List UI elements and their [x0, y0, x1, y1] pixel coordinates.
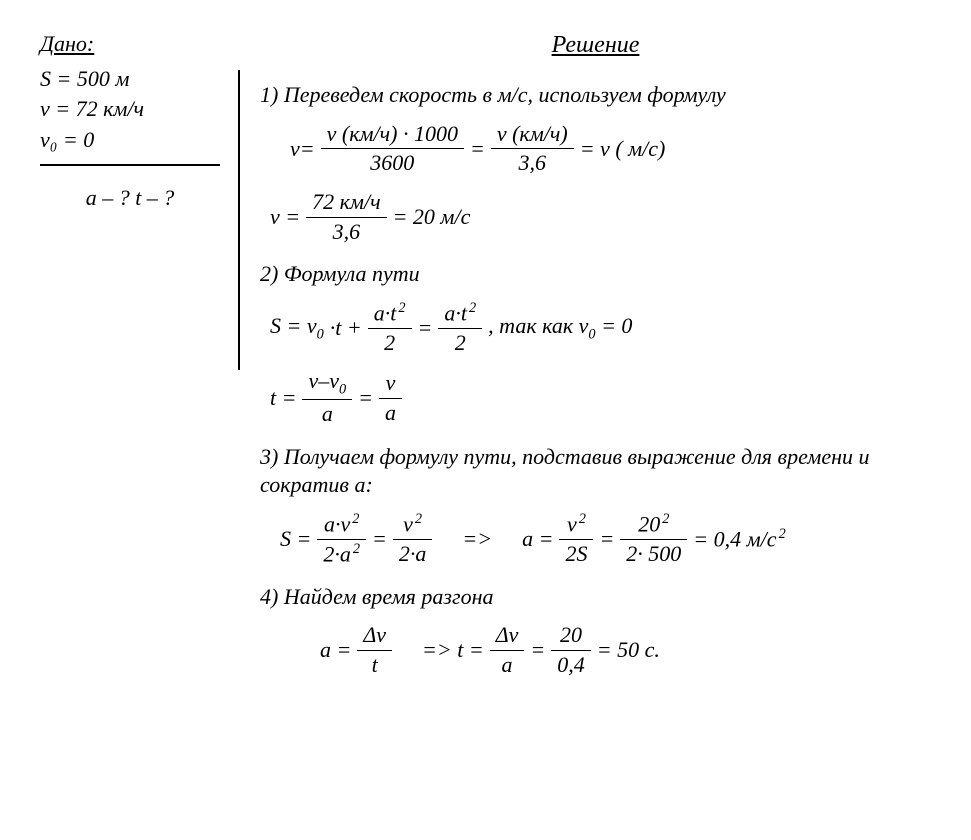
- fraction: v a: [379, 369, 402, 427]
- text: S =: [280, 525, 311, 554]
- step-3-heading: 3) Получаем формулу пути, подставив выра…: [260, 443, 931, 500]
- equals: =: [599, 525, 614, 554]
- given-column: Дано: S = 500 м v = 72 км/ч v₀ = 0 a – ?…: [40, 30, 240, 690]
- fraction: v2 2·a: [393, 510, 433, 569]
- fraction: Δv t: [357, 621, 392, 679]
- numerator: v2: [561, 510, 592, 539]
- find-line: a – ? t – ?: [40, 184, 220, 213]
- numerator: 72 км/ч: [306, 188, 386, 217]
- fraction: 72 км/ч 3,6: [306, 188, 386, 246]
- step-2-formula-1: S = v0 ·t + a·t2 2 = a·t2 2 , так как v0…: [270, 299, 931, 358]
- arrow: =>: [462, 525, 492, 554]
- fraction: a·t2 2: [368, 299, 412, 358]
- numerator: 20: [554, 621, 588, 650]
- equals: =: [470, 135, 485, 164]
- step-1-formula-2: v = 72 км/ч 3,6 = 20 м/с: [270, 188, 931, 246]
- fraction: v (км/ч) · 1000 3600: [321, 120, 464, 178]
- numerator: v (км/ч): [491, 120, 574, 149]
- numerator: v–v0: [302, 367, 352, 399]
- vertical-divider: [238, 70, 240, 370]
- equals: =: [418, 314, 433, 343]
- text: v =: [270, 203, 300, 232]
- numerator: Δv: [490, 621, 525, 650]
- fraction: Δv a: [490, 621, 525, 679]
- text: t =: [270, 384, 296, 413]
- step-4-heading: 4) Найдем время разгона: [260, 583, 931, 612]
- fraction: 202 2· 500: [620, 510, 687, 569]
- text: = v ( м/с): [580, 135, 666, 164]
- equals: =: [372, 525, 387, 554]
- denominator: a: [316, 400, 339, 429]
- equals: =: [358, 384, 373, 413]
- denominator: 3,6: [327, 218, 367, 247]
- numerator: a·t2: [438, 299, 482, 328]
- denominator: a: [496, 651, 519, 680]
- horizontal-divider: [40, 164, 220, 166]
- text: S = v0: [270, 312, 324, 344]
- step-2-formula-2: t = v–v0 a = v a: [270, 367, 931, 429]
- solution-title: Решение: [260, 30, 931, 61]
- denominator: t: [366, 651, 384, 680]
- fraction: v2 2S: [559, 510, 593, 569]
- numerator: a·t2: [368, 299, 412, 328]
- numerator: 202: [632, 510, 675, 539]
- text: ·t +: [330, 314, 362, 343]
- step-1-heading: 1) Переведем скорость в м/с, используем …: [260, 81, 931, 110]
- denominator: 2·a2: [317, 540, 366, 569]
- equals: =: [530, 636, 545, 665]
- fraction: 20 0,4: [551, 621, 591, 679]
- text: = 0,4 м/с2: [693, 525, 785, 554]
- step-3-formula: S = a·v2 2·a2 = v2 2·a => a = v2 2S =: [280, 510, 931, 569]
- step-1-formula-1: v= v (км/ч) · 1000 3600 = v (км/ч) 3,6 =…: [290, 120, 931, 178]
- given-line: S = 500 м: [40, 65, 220, 94]
- denominator: 3600: [364, 149, 420, 178]
- solution-column: Решение 1) Переведем скорость в м/с, исп…: [240, 30, 931, 690]
- given-title: Дано:: [40, 30, 220, 59]
- text: a =: [320, 636, 351, 665]
- text: a =: [522, 525, 553, 554]
- denominator: 2: [378, 329, 401, 358]
- given-line: v₀ = 0: [40, 126, 220, 155]
- page-container: Дано: S = 500 м v = 72 км/ч v₀ = 0 a – ?…: [40, 30, 931, 690]
- fraction: v–v0 a: [302, 367, 352, 429]
- fraction: a·t2 2: [438, 299, 482, 358]
- step-2-heading: 2) Формула пути: [260, 260, 931, 289]
- numerator: Δv: [357, 621, 392, 650]
- denominator: 0,4: [551, 651, 591, 680]
- numerator: v2: [397, 510, 428, 539]
- denominator: 2S: [559, 540, 593, 569]
- denominator: a: [379, 399, 402, 428]
- numerator: a·v2: [318, 510, 365, 539]
- text: v=: [290, 135, 315, 164]
- denominator: 3,6: [513, 149, 553, 178]
- fraction: a·v2 2·a2: [317, 510, 366, 569]
- denominator: 2·a: [393, 540, 433, 569]
- step-4-formula: a = Δv t => t = Δv a = 20 0,4 = 50 с.: [320, 621, 931, 679]
- text: = 50 с.: [597, 636, 660, 665]
- text: = 20 м/с: [393, 203, 471, 232]
- fraction: v (км/ч) 3,6: [491, 120, 574, 178]
- numerator: v (км/ч) · 1000: [321, 120, 464, 149]
- text: , так как v0 = 0: [488, 312, 632, 344]
- denominator: 2: [449, 329, 472, 358]
- arrow: => t =: [422, 636, 484, 665]
- numerator: v: [380, 369, 402, 398]
- given-line: v = 72 км/ч: [40, 95, 220, 124]
- denominator: 2· 500: [620, 540, 687, 569]
